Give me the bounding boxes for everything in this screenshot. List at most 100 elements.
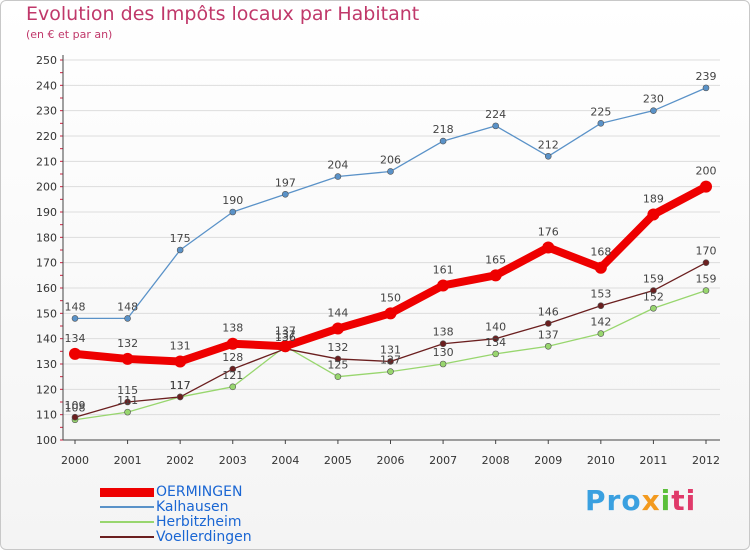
data-point-oermingen — [437, 279, 450, 292]
data-point-voellerdingen — [544, 320, 552, 327]
data-label-kalhausen: 190 — [222, 194, 243, 207]
data-label-voellerdingen: 146 — [538, 305, 559, 318]
data-point-kalhausen — [282, 190, 289, 198]
data-point-voellerdingen — [334, 355, 342, 363]
legend-swatch-kalhausen — [100, 506, 154, 508]
legend-item-herbitzheim[interactable]: Herbitzheim — [100, 515, 252, 530]
y-tick-label: 140 — [36, 333, 57, 346]
x-tick-label: 2012 — [692, 454, 720, 467]
data-label-voellerdingen: 136 — [275, 331, 296, 344]
legend-item-oermingen[interactable]: OERMINGEN — [100, 485, 252, 500]
data-point-herbitzheim — [387, 368, 394, 375]
data-point-herbitzheim — [334, 373, 342, 380]
data-point-herbitzheim — [544, 342, 552, 350]
data-labels: 148 148 175 190 197 204 206 218 224 212 225 230 239 1… — [65, 70, 717, 415]
y-tick-label: 230 — [36, 105, 57, 118]
x-tick-label: 2003 — [219, 454, 247, 467]
y-tick-label: 250 — [36, 54, 57, 67]
data-point-voellerdingen — [439, 340, 447, 348]
x-tick-label: 2009 — [534, 454, 562, 467]
data-point-kalhausen — [124, 315, 131, 322]
data-point-voellerdingen — [597, 302, 605, 310]
legend-label-kalhausen: Kalhausen — [156, 499, 229, 515]
data-point-voellerdingen — [702, 259, 710, 266]
data-label-kalhausen: 218 — [433, 123, 454, 136]
data-label-kalhausen: 204 — [327, 159, 348, 172]
data-point-oermingen — [700, 180, 712, 193]
data-label-herbitzheim: 125 — [327, 359, 348, 372]
data-label-oermingen: 150 — [380, 291, 401, 304]
data-point-kalhausen — [176, 246, 184, 254]
legend-swatch-voellerdingen — [100, 536, 154, 538]
data-point-oermingen — [174, 355, 187, 368]
x-tick-label: 2005 — [324, 454, 352, 467]
x-tick-label: 2010 — [587, 454, 615, 467]
x-tick-label: 2000 — [61, 454, 89, 467]
data-point-oermingen — [647, 208, 660, 221]
data-label-voellerdingen: 170 — [696, 245, 717, 258]
data-label-oermingen: 189 — [643, 193, 664, 206]
data-point-herbitzheim — [702, 287, 710, 294]
y-tick-label: 190 — [36, 206, 57, 219]
data-point-voellerdingen — [492, 335, 499, 342]
y-tick-label: 100 — [36, 434, 57, 447]
data-label-oermingen: 144 — [327, 307, 348, 320]
data-label-herbitzheim: 137 — [275, 328, 296, 341]
data-label-kalhausen: 148 — [65, 300, 86, 313]
legend-item-kalhausen[interactable]: Kalhausen — [100, 500, 252, 515]
data-label-herbitzheim: 108 — [65, 402, 86, 415]
data-label-herbitzheim: 111 — [117, 394, 138, 407]
legend-label-voellerdingen: Voellerdingen — [156, 529, 252, 545]
data-label-voellerdingen: 117 — [170, 379, 191, 392]
data-label-oermingen: 165 — [485, 253, 506, 266]
data-label-voellerdingen: 140 — [485, 321, 506, 334]
data-label-herbitzheim: 127 — [380, 354, 401, 367]
data-label-kalhausen: 224 — [485, 108, 506, 121]
data-label-voellerdingen: 159 — [643, 273, 664, 286]
data-point-oermingen — [594, 261, 607, 274]
y-tick-label: 220 — [36, 130, 57, 143]
data-point-oermingen — [489, 269, 502, 282]
data-point-oermingen — [69, 347, 81, 360]
data-point-oermingen — [331, 322, 344, 335]
chart-title: Evolution des Impôts locaux par Habitant — [26, 3, 420, 25]
legend-swatch-oermingen — [100, 488, 154, 497]
data-label-oermingen: 200 — [696, 165, 717, 178]
data-point-kalhausen — [492, 122, 499, 130]
data-point-kalhausen — [544, 152, 552, 160]
data-point-kalhausen — [334, 173, 342, 180]
data-label-herbitzheim: 134 — [485, 336, 506, 349]
data-point-oermingen — [279, 340, 292, 353]
data-label-voellerdingen: 128 — [222, 351, 243, 364]
data-label-herbitzheim: 117 — [170, 379, 191, 392]
data-label-oermingen: 132 — [117, 337, 138, 350]
x-tick-label: 2006 — [377, 454, 405, 467]
data-label-kalhausen: 212 — [538, 138, 559, 151]
data-point-oermingen — [384, 307, 397, 320]
data-label-herbitzheim: 137 — [538, 328, 559, 341]
data-label-oermingen: 138 — [222, 322, 243, 335]
data-point-voellerdingen — [176, 393, 184, 401]
data-point-kalhausen — [439, 137, 447, 145]
x-tick-label: 2011 — [639, 454, 667, 467]
data-point-kalhausen — [387, 168, 394, 175]
y-tick-label: 180 — [36, 231, 57, 244]
data-label-kalhausen: 225 — [590, 105, 611, 118]
legend-item-voellerdingen[interactable]: Voellerdingen — [100, 530, 252, 545]
series-line-oermingen — [71, 182, 710, 366]
data-label-kalhausen: 239 — [696, 70, 717, 83]
data-label-voellerdingen: 131 — [380, 343, 401, 356]
data-point-herbitzheim — [492, 350, 499, 358]
y-tick-label: 240 — [36, 79, 57, 92]
x-tick-label: 2007 — [429, 454, 457, 467]
data-label-oermingen: 176 — [538, 225, 559, 238]
x-tick-label: 2002 — [166, 454, 194, 467]
y-tick-label: 110 — [36, 409, 57, 422]
legend-label-herbitzheim: Herbitzheim — [156, 514, 242, 530]
data-point-oermingen — [226, 337, 239, 350]
data-label-oermingen: 134 — [65, 332, 86, 345]
y-tick-label: 150 — [36, 307, 57, 320]
series-layer — [69, 84, 712, 424]
